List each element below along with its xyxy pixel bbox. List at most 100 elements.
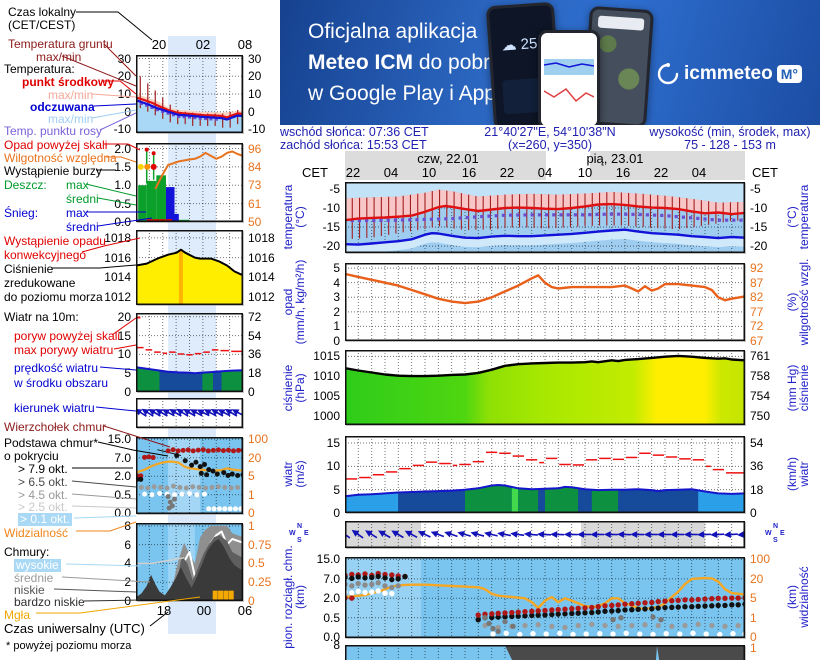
axis-tick-left: 15.0 [107,432,131,447]
legend-item-16: Śnieg: [4,206,39,220]
mini-hour-label-top: 20 [151,37,167,52]
hour-tick-label: 22 [653,165,669,180]
axis-tick-right: 36 [750,459,764,474]
axis-tick-right: -5 [750,181,761,196]
panel-cloud-extent-visibility [342,557,748,638]
hour-tick-label: 22 [499,165,515,180]
mini-hour-label-bottom: 00 [196,603,212,618]
panel-pressure [344,350,746,425]
axis-tick-left: 2.0 [114,469,131,484]
axis-tick-right: 54 [750,436,764,450]
axis-tick-left: -15 [322,220,340,235]
axis-tick-right: 50 [248,215,262,229]
timezone-label-left: CET [302,165,328,180]
axis-tick-left: -20 [322,239,340,254]
hour-tick-label: 04 [691,165,707,180]
axis-tick-right: 0 [248,104,255,119]
legend-item-0: Czas lokalny [8,5,77,19]
axis-tick-left: 1015 [313,349,340,364]
axis-tick-right: 36 [248,347,262,362]
axis-title: wiatr [797,461,811,487]
legend-item-46: * powyżej poziomu morza [6,640,132,652]
logo-badge: M° [776,65,802,83]
legend-item-20: konwekcyjnego [4,248,87,262]
axis-tick-left: 0.5 [323,610,340,625]
axis-tick-left: 3 [333,290,340,305]
axis-tick-right: -10 [750,200,768,215]
legend-item-44: Mgła [4,608,31,622]
legend-item-11: Wilgotność względna [4,151,117,165]
hour-tick-label: 10 [421,165,437,180]
panel-temperature [343,182,746,253]
axis-tick-right: -20 [750,239,768,254]
hour-tick-label: 16 [461,165,477,180]
axis-tick-right: -15 [750,220,768,235]
station-info-row: wschód słońca: 07:36 CET zachód słońca: … [280,126,820,152]
axis-tick-right: 0 [248,385,255,399]
legend-item-45: Czas uniwersalny (UTC) [4,621,145,636]
legend-item-4: Temperatura: [4,62,75,76]
axis-title: wilgotność wzgl. [797,258,811,346]
axis-tick-left: 0.0 [114,506,131,521]
panel-wind [344,436,746,513]
axis-tick-right: 100 [248,432,269,447]
banner-app-name: Meteo ICM [308,51,413,74]
legend-item-30: Wierzchołek chmur [4,420,107,434]
icmmeteo-logo: icmmeteo M° [656,62,802,86]
axis-tick-right: 1018 [248,230,275,245]
axis-tick-left: 2 [333,304,340,319]
axis-tick-right: 73 [248,178,262,193]
legend-item-18: średni [66,220,99,234]
legend-item-14: max [66,178,89,192]
app-banner[interactable]: Oficjalna aplikacja Meteo ICM do pobrani… [280,0,820,125]
legend-item-33: > 7.9 okt. [18,462,68,476]
axis-tick-left: 1000 [313,408,340,423]
axis-tick-right: 761 [750,349,771,364]
axis-tick-left: 5 [333,482,340,497]
axis-tick-left: 1016 [104,250,131,265]
mini-hour-label-top: 02 [195,37,211,52]
hour-tick-label: 04 [537,165,553,180]
axis-tick-right: 20 [248,69,262,84]
legend-item-39: Chmury: [4,545,50,559]
axis-tick-left: 0 [124,385,131,399]
axis-tick-left: -5 [329,181,340,196]
axis-tick-left: 4 [124,556,131,571]
axis-tick-right: 77 [750,304,764,319]
axis-tick-left: 1012 [104,290,131,305]
hour-tick-label: 04 [383,165,399,180]
legend-item-24: Wiatr na 10m: [4,310,79,324]
axis-tick-right: 72 [750,319,764,334]
legend-item-7: odczuwana [30,100,95,114]
legend-item-43: bardzo niskie [14,595,85,609]
legend-item-32: o pokryciu [4,449,59,463]
banner-text: Oficjalna aplikacja Meteo ICM do pobrani… [308,16,552,109]
axis-tick-right: 0 [248,594,255,608]
axis-tick-left: 1005 [313,388,340,403]
axis-tick-right: 54 [248,328,262,343]
axis-tick-right: 0.25 [248,575,272,590]
axis-tick-right: 758 [750,369,771,384]
axis-title: (hPa) [293,373,307,403]
axis-tick-left: 10 [326,459,340,474]
legend-item-21: Ciśnienie [4,262,54,276]
axis-tick-right: 61 [248,196,262,211]
legend-item-23: do poziomu morza [4,290,103,304]
axis-tick-left: 4 [333,275,340,290]
panel-cloud-cover-partial [345,645,745,660]
mini-hour-label-bottom: 06 [237,603,253,618]
axis-tick-right: 1 [750,641,757,656]
axis-tick-left: 1.0 [114,178,131,193]
legend-item-5: punkt środkowy [22,75,115,89]
day-header-box [345,151,546,180]
axis-tick-left: 15 [326,436,340,450]
banner-line1: Oficjalna aplikacja [308,20,478,43]
axis-tick-left: 7.0 [114,450,131,465]
axis-tick-left: 1014 [104,270,131,285]
axis-tick-right: 30 [248,51,262,66]
date-label: czw, 22.01 [417,151,479,166]
mini-hour-label-bottom: 18 [156,603,172,618]
axis-tick-right: 754 [750,388,771,403]
axis-tick-right: 1012 [248,290,275,305]
